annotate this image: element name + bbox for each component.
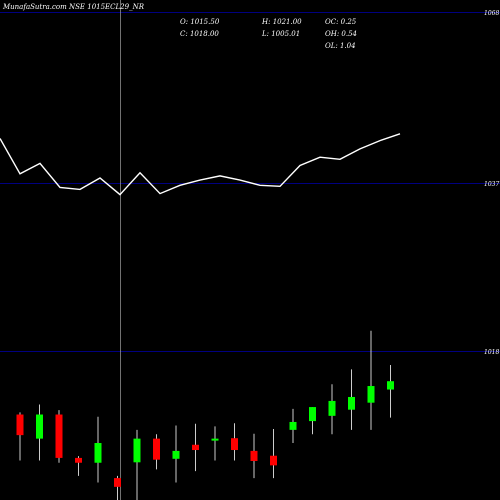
candle	[270, 428, 277, 479]
open-value: O: 1015.50	[180, 18, 220, 26]
grid-lines	[0, 12, 500, 352]
candle-body-down	[75, 457, 82, 463]
price-line	[0, 133, 401, 196]
candle	[367, 330, 375, 430]
y-tick-labels: 1068 1037 1018	[484, 10, 499, 356]
candle-body-up	[211, 438, 219, 441]
candle	[309, 407, 316, 435]
candle	[36, 404, 43, 461]
candle	[153, 434, 160, 470]
candle-body-up	[367, 386, 375, 403]
y-tick-label: 1037	[484, 181, 499, 188]
candle-body-down	[192, 444, 199, 451]
candle	[250, 433, 258, 479]
candle-body-up	[309, 407, 316, 422]
candle	[114, 475, 121, 500]
candle-body-down	[250, 450, 258, 461]
candle-body-up	[36, 414, 43, 439]
candles	[16, 330, 394, 500]
candle-body-down	[231, 438, 238, 451]
candle-body-down	[153, 438, 160, 460]
candle-body-up	[289, 421, 297, 430]
candle	[94, 416, 102, 483]
candle-body-up	[387, 381, 394, 390]
oc-value: OC: 0.25	[325, 18, 357, 26]
candle	[172, 425, 180, 483]
y-tick-label: 1068	[484, 10, 499, 17]
low-value: L: 1005.01	[262, 30, 301, 38]
candle-body-up	[172, 450, 180, 459]
candle	[75, 456, 82, 476]
candle-body-up	[133, 438, 141, 463]
oh-value: OH: 0.54	[325, 30, 358, 38]
candle	[133, 429, 141, 500]
candle	[55, 410, 63, 463]
candle	[328, 384, 336, 435]
candle	[192, 423, 199, 472]
candle-body-up	[94, 443, 102, 463]
candle	[231, 423, 238, 461]
candle-body-down	[114, 478, 121, 487]
candle-body-up	[328, 400, 336, 416]
candle-body-down	[55, 414, 63, 458]
y-tick-label: 1018	[484, 349, 499, 356]
candle	[211, 426, 219, 461]
candle	[348, 369, 355, 430]
chart-title: MunafaSutra.com NSE 1015ECL29_NR	[3, 3, 144, 11]
candle-body-down	[16, 414, 24, 436]
candle-body-up	[348, 396, 355, 410]
close-value: C: 1018.00	[180, 30, 219, 38]
candle	[289, 408, 297, 444]
candle-body-down	[270, 455, 277, 466]
candle	[387, 364, 394, 418]
high-value: H: 1021.00	[262, 18, 302, 26]
candle	[16, 412, 24, 461]
ol-value: OL: 1.04	[325, 42, 356, 50]
